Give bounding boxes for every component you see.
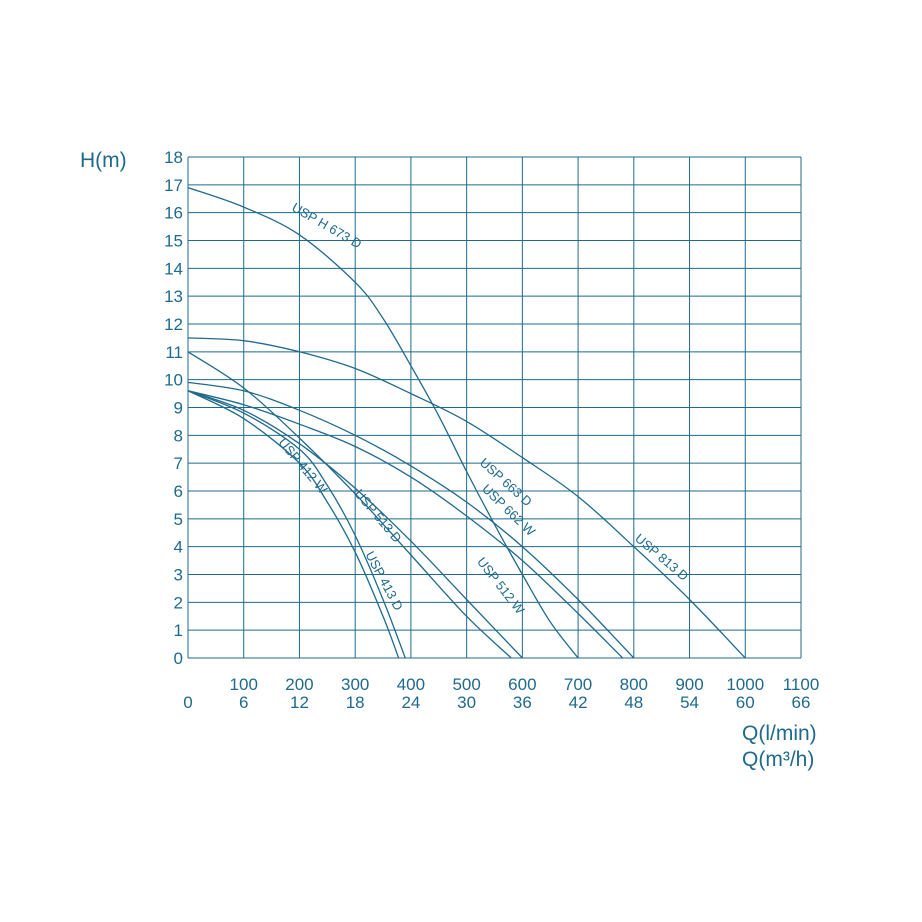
x-axis-title-lmin: Q(l/min) <box>742 722 817 745</box>
y-tick-label: 8 <box>174 426 183 445</box>
y-tick-label: 4 <box>174 538 183 557</box>
y-tick-label: 1 <box>174 621 183 640</box>
series-label-usp-412-w: USP 412 W <box>275 435 330 497</box>
x-tick-label-m3h: 12 <box>290 693 309 712</box>
curve-usp-663-d <box>187 381 635 659</box>
y-tick-label: 15 <box>164 232 183 251</box>
x-tick-label-m3h: 0 <box>183 693 192 712</box>
curve-usp-513-d <box>187 390 406 659</box>
y-tick-label: 17 <box>164 176 183 195</box>
curve-usp-662-w <box>187 390 624 659</box>
y-tick-label: 14 <box>164 259 183 278</box>
y-tick-label: 5 <box>174 510 183 529</box>
x-tick-label-lmin: 300 <box>341 675 369 694</box>
x-tick-label-lmin: 100 <box>230 675 258 694</box>
x-tick-label-lmin: 800 <box>620 675 648 694</box>
x-tick-label-lmin: 700 <box>564 675 592 694</box>
y-tick-label: 16 <box>164 204 183 223</box>
x-tick-label-m3h: 6 <box>239 693 248 712</box>
y-tick-label: 9 <box>174 399 183 418</box>
x-tick-labels-m3h: 0 6 12 18 24 30 36 42 48 54 60 66 <box>183 693 810 712</box>
x-tick-label-m3h: 48 <box>624 693 643 712</box>
y-tick-label: 11 <box>165 343 183 362</box>
x-tick-label-lmin: 1100 <box>783 675 820 694</box>
y-tick-label: 0 <box>174 649 183 668</box>
x-tick-label-lmin: 900 <box>675 675 703 694</box>
y-tick-label: 6 <box>174 482 183 501</box>
x-tick-label-lmin: 500 <box>452 675 480 694</box>
curve-usp-412-w <box>187 351 512 659</box>
curve-usp-413-d <box>187 390 400 659</box>
x-tick-label-lmin: 400 <box>397 675 425 694</box>
series-label-usp-512-w: USP 512 W <box>474 554 528 617</box>
series-label-usp-h-673-d: USP H 673 D <box>289 200 364 252</box>
x-tick-label-lmin: 1000 <box>726 675 764 694</box>
y-tick-label: 10 <box>164 371 183 390</box>
x-tick-label-lmin: 200 <box>285 675 313 694</box>
x-tick-label-m3h: 42 <box>569 693 588 712</box>
y-tick-label: 12 <box>164 315 183 334</box>
x-tick-label-m3h: 18 <box>346 693 365 712</box>
x-tick-labels-lmin: 100 200 300 400 500 600 700 800 900 1000 1100 <box>230 675 820 694</box>
curve-usp-512-w <box>187 390 523 659</box>
x-tick-label-m3h: 66 <box>792 693 811 712</box>
performance-curves <box>187 186 746 659</box>
x-tick-label-m3h: 24 <box>401 693 420 712</box>
x-tick-label-m3h: 36 <box>513 693 532 712</box>
y-axis-title: H(m) <box>80 149 127 172</box>
curve-usp-h-673-d <box>187 186 579 659</box>
x-tick-label-m3h: 30 <box>457 693 476 712</box>
series-label-usp-513-d: USP 513 D <box>352 486 405 545</box>
y-tick-label: 13 <box>164 287 183 306</box>
y-tick-label: 18 <box>164 148 183 167</box>
y-tick-label: 3 <box>174 566 183 585</box>
x-tick-label-m3h: 54 <box>680 693 699 712</box>
x-tick-label-lmin: 600 <box>508 675 536 694</box>
x-tick-label-m3h: 60 <box>736 693 755 712</box>
y-tick-label: 7 <box>174 454 183 473</box>
curve-usp-813-d <box>187 337 746 659</box>
plot-grid <box>187 156 802 659</box>
y-tick-label: 2 <box>174 593 183 612</box>
series-label-usp-813-d: USP 813 D <box>632 531 691 584</box>
x-axis-title-m3h: Q(m³/h) <box>742 748 814 771</box>
